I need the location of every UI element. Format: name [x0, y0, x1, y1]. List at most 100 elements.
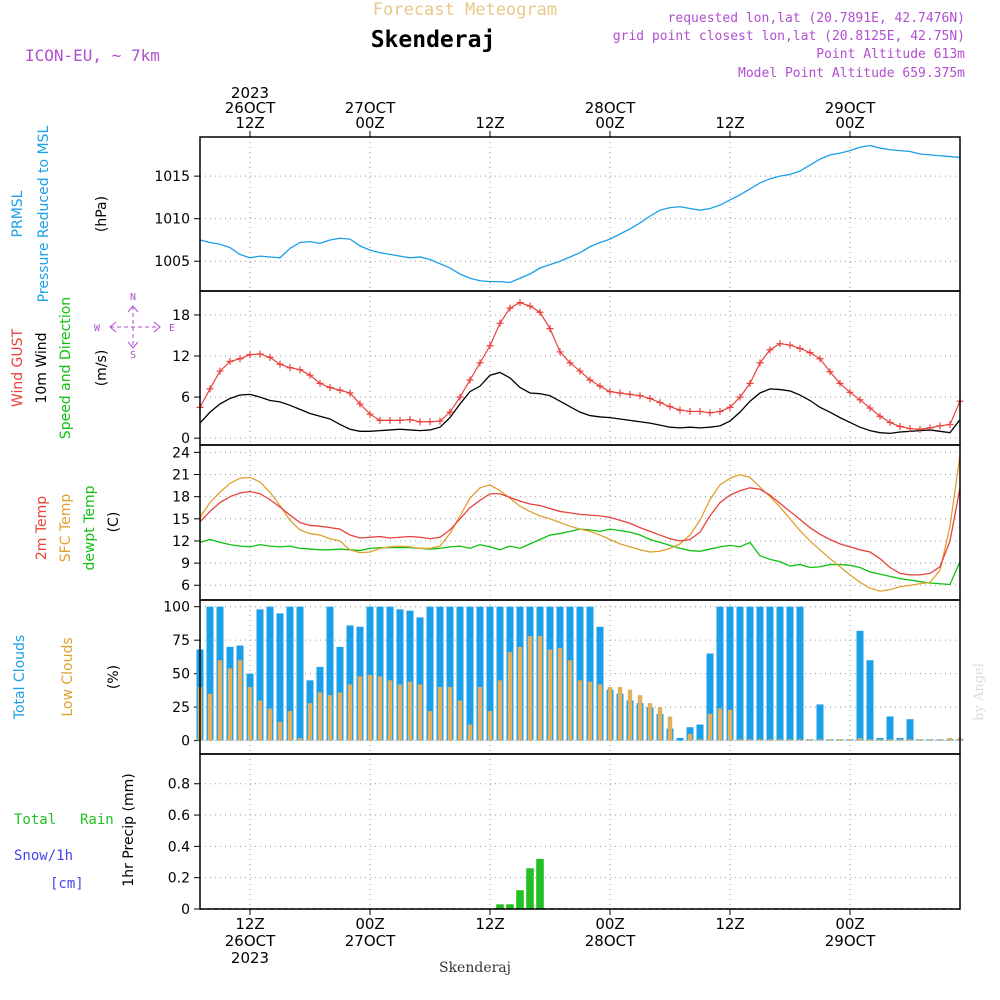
wind-gust-marker	[656, 399, 664, 407]
wind-gust-marker	[446, 408, 454, 416]
total-clouds-bar	[696, 724, 704, 741]
y-tick-label: 12	[172, 534, 190, 550]
wind-gust-marker	[666, 403, 674, 411]
wind-gust-marker	[366, 410, 374, 418]
point-altitude: Point Altitude 613m	[816, 47, 965, 62]
low-clouds-bar	[877, 739, 883, 741]
low-clouds-bar	[467, 724, 473, 741]
wind-gust-marker	[806, 349, 814, 357]
low-clouds-bar	[397, 684, 403, 741]
y-tick-label: 75	[172, 633, 190, 649]
compass-arrow-icon	[109, 305, 161, 349]
footer-location: Skenderaj	[439, 960, 511, 976]
total-clouds-bar	[206, 606, 214, 741]
wind-compass: N S W E	[94, 292, 175, 361]
low-clouds-bar	[907, 739, 913, 741]
pressure-unit: (hPa)	[94, 196, 110, 232]
y-tick-label: 0.6	[168, 808, 190, 824]
low-clouds-bar	[417, 684, 423, 741]
wind-gust-marker	[936, 422, 944, 430]
total-clouds-bar	[746, 606, 754, 741]
y-tick-label: 15	[172, 512, 190, 528]
low-clouds-bar	[697, 739, 703, 741]
meteogram-title: Forecast Meteogram	[373, 0, 557, 20]
sfc-temp-series-line	[199, 455, 961, 592]
wind-gust-marker	[226, 357, 234, 365]
pressure-series-line	[199, 144, 961, 284]
wind-10m-label: 10m Wind	[34, 332, 50, 403]
wind-marks	[196, 299, 964, 435]
low-clouds-bar	[777, 739, 783, 741]
total-clouds-bar	[856, 630, 864, 741]
wind-gust-marker	[606, 388, 614, 396]
top-time-label: 12Z	[715, 114, 744, 132]
pressure-y-ticks: 1005 1010 1015	[154, 169, 200, 270]
wind-gust-marker	[616, 389, 624, 397]
low-clouds-bar	[737, 739, 743, 741]
location-title: Skenderaj	[371, 27, 496, 53]
low-clouds-bar	[577, 680, 583, 741]
wind-gust-marker	[636, 392, 644, 400]
wind-gust-marker	[826, 368, 834, 376]
wind-dir-label: Speed and Direction	[58, 297, 74, 439]
wind-gust-marker	[626, 390, 634, 398]
low-clouds-label: Low Clouds	[60, 637, 76, 716]
wind-unit: (m/s)	[94, 350, 110, 387]
wind-gust-marker	[256, 350, 264, 358]
wind-gust-marker	[476, 359, 484, 367]
total-clouds-bar	[366, 606, 374, 741]
wind-gust-marker	[376, 416, 384, 424]
precip-panel: 0 0.2 0.4 0.6 0.8 Total Rain Snow/1h [cm] 1h…	[14, 753, 961, 918]
wind-gust-marker	[896, 423, 904, 431]
total-clouds-bar	[456, 606, 464, 741]
low-clouds-bar	[477, 687, 483, 741]
pressure-grid	[200, 137, 960, 291]
wind-gust-marker	[536, 308, 544, 316]
low-clouds-bar	[757, 739, 763, 741]
bottom-time-label: 00Z	[355, 915, 384, 933]
low-clouds-bar	[687, 733, 693, 741]
low-clouds-bar	[937, 739, 943, 741]
total-clouds-bar	[276, 613, 284, 741]
precip-unit: 1hr Precip (mm)	[121, 773, 137, 886]
y-tick-label: 25	[172, 700, 190, 716]
wind-gust-marker	[906, 425, 914, 433]
wind-gust-marker	[946, 420, 954, 428]
total-clouds-bar	[286, 606, 294, 741]
total-clouds-bar	[796, 606, 804, 741]
low-clouds-bar	[277, 721, 283, 741]
total-clouds-bar	[376, 606, 384, 741]
low-clouds-bar	[917, 739, 923, 741]
low-clouds-bar	[857, 737, 863, 741]
wind-gust-marker	[926, 424, 934, 432]
wind-gust-marker	[236, 355, 244, 363]
wind-gust-marker	[576, 367, 584, 375]
low-clouds-bar	[637, 695, 643, 741]
low-clouds-bar	[457, 700, 463, 741]
total-clouds-bar	[266, 606, 274, 741]
low-clouds-bar	[747, 739, 753, 741]
wind-gust-marker	[596, 382, 604, 390]
low-clouds-bar	[817, 739, 823, 741]
top-time-label: 12Z	[235, 114, 264, 132]
wind-gust-marker	[506, 304, 514, 312]
low-clouds-bar	[657, 707, 663, 741]
top-time-label: 00Z	[835, 114, 864, 132]
top-time-label: 29OCT	[825, 99, 876, 117]
y-tick-label: 18	[172, 490, 190, 506]
precip-grid	[200, 754, 960, 910]
total-clouds-bar	[896, 737, 904, 741]
wind-gust-marker	[486, 342, 494, 350]
wind-gust-marker	[846, 388, 854, 396]
bottom-time-label: 29OCT	[825, 932, 876, 950]
temperature-panel: 6 9 12 15 18 21 24 2m Temp SFC Temp dewpt Temp…	[34, 444, 961, 601]
temperature-marks	[199, 455, 961, 592]
wind-gust-marker	[796, 344, 804, 352]
low-clouds-bar	[267, 708, 273, 741]
total-clouds-bar	[816, 704, 824, 741]
low-clouds-bar	[387, 680, 393, 741]
wind-gust-marker	[216, 367, 224, 375]
top-time-label: 12Z	[475, 114, 504, 132]
wind-gust-marker	[746, 379, 754, 387]
